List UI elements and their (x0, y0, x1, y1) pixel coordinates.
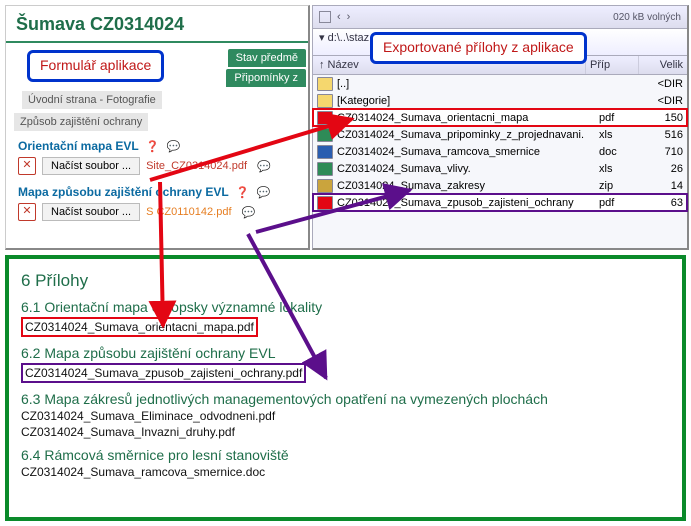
explorer-rows: [..] <DIR [Kategorie] <DIR CZ0314024_Sumava_… (313, 75, 687, 211)
doc-file-6-1: CZ0314024_Sumava_orientacni_mapa.pdf (21, 317, 670, 337)
doc-file-6-2: CZ0314024_Sumava_zpusob_zajisteni_ochran… (21, 363, 670, 383)
file-icon (317, 94, 333, 108)
file-icon (317, 128, 333, 142)
file-ext: doc (599, 146, 643, 158)
form-panel: Šumava CZ0314024 Stav předmě Připomínky … (5, 5, 310, 250)
file-name: CZ0314024_Sumava_ramcova_smernice (337, 146, 599, 158)
section-zpusob-zajisteni: Mapa způsobu zajištění ochrany EVL ❓ 💬 (18, 185, 308, 199)
file-ext: zip (599, 180, 643, 192)
section1-label: Orientační mapa EVL (18, 139, 139, 153)
remove-file-button[interactable]: ✕ (18, 203, 36, 221)
help-icon: ❓ (146, 141, 160, 153)
file-icon (317, 145, 333, 159)
file-size: <DIR (643, 95, 683, 107)
chat-icon: 💬 (257, 160, 271, 173)
tab-pripominky[interactable]: Připomínky z (226, 69, 306, 87)
file-name: CZ0314024_Sumava_zpusob_zajisteni_ochran… (337, 197, 599, 209)
doc-file-6-3a: CZ0314024_Sumava_Eliminace_odvodneni.pdf (21, 409, 670, 423)
file-size: 14 (643, 180, 683, 192)
callout-form: Formulář aplikace (27, 50, 164, 82)
chevron-left-icon[interactable]: ‹ (337, 11, 341, 23)
explorer-row[interactable]: CZ0314024_Sumava_ramcova_smernicedoc710 (313, 143, 687, 160)
section2-label: Mapa způsobu zajištění ochrany EVL (18, 185, 229, 199)
doc-sec-6-4: 6.4 Rámcová směrnice pro lesní stanovišt… (21, 447, 670, 463)
file-ext: xls (599, 163, 643, 175)
file-ext: xls (599, 129, 643, 141)
file-ext: pdf (599, 197, 643, 209)
file-name-1[interactable]: Site_CZ0314024.pdf (146, 160, 247, 172)
file-size: 26 (643, 163, 683, 175)
breadcrumb-2[interactable]: Způsob zajištění ochrany (14, 113, 148, 131)
explorer-row[interactable]: CZ0314024_Sumava_vlivy.xls26 (313, 160, 687, 177)
load-file-button[interactable]: Načíst soubor ... (42, 157, 140, 175)
doc-sec-6-3: 6.3 Mapa zákresů jednotlivých management… (21, 391, 670, 407)
file-name: CZ0314024_Sumava_vlivy. (337, 163, 599, 175)
doc-sec-6-1: 6.1 Orientační mapa evropsky významné lo… (21, 299, 670, 315)
chevron-right-icon[interactable]: › (347, 11, 351, 23)
explorer-toolbar: ‹ › 020 kB volných (313, 6, 687, 29)
doc-file-6-1-name: CZ0314024_Sumava_orientacni_mapa.pdf (21, 317, 258, 337)
explorer-row[interactable]: CZ0314024_Sumava_zakresyzip14 (313, 177, 687, 194)
file-name: [..] (337, 78, 599, 90)
chat-icon: 💬 (242, 206, 256, 219)
file-icon (317, 179, 333, 193)
file-icon (317, 111, 333, 125)
file-size: 516 (643, 129, 683, 141)
callout-export-attachments: Exportované přílohy z aplikace (370, 32, 587, 64)
section-orientacni-mapa: Orientační mapa EVL ❓ 💬 (18, 139, 308, 153)
explorer-row[interactable]: CZ0314024_Sumava_orientacni_mapapdf150 (313, 109, 687, 126)
explorer-row[interactable]: [..] <DIR (313, 75, 687, 92)
free-space-label: 020 kB volných (613, 12, 681, 23)
help-icon: ❓ (236, 187, 250, 199)
file-name: CZ0314024_Sumava_orientacni_mapa (337, 112, 599, 124)
file-ext: pdf (599, 112, 643, 124)
file-name-2[interactable]: S CZ0110142.pdf (146, 206, 231, 218)
remove-file-button[interactable]: ✕ (18, 157, 36, 175)
divider (6, 41, 308, 43)
chat-icon: 💬 (257, 187, 271, 199)
tab-stav[interactable]: Stav předmě (228, 49, 306, 67)
nav-back-icon[interactable] (319, 11, 331, 23)
document-panel: 6 Přílohy 6.1 Orientační mapa evropsky v… (5, 255, 686, 521)
file-row-2: ✕ Načíst soubor ... S CZ0110142.pdf 💬 (18, 203, 308, 221)
col-ext[interactable]: Příp (586, 56, 639, 74)
doc-file-6-2-name: CZ0314024_Sumava_zpusob_zajisteni_ochran… (21, 363, 306, 383)
file-icon (317, 162, 333, 176)
chat-icon: 💬 (167, 141, 181, 153)
file-size: 710 (643, 146, 683, 158)
doc-file-6-3b: CZ0314024_Sumava_Invazni_druhy.pdf (21, 425, 670, 439)
explorer-row[interactable]: [Kategorie] <DIR (313, 92, 687, 109)
breadcrumb-1[interactable]: Úvodní strana - Fotografie (22, 91, 162, 109)
explorer-row[interactable]: CZ0314024_Sumava_zpusob_zajisteni_ochran… (313, 194, 687, 211)
file-name: CZ0314024_Sumava_pripominky_z_projednava… (337, 129, 599, 141)
file-name: CZ0314024_Sumava_zakresy (337, 180, 599, 192)
explorer-row[interactable]: CZ0314024_Sumava_pripominky_z_projednava… (313, 126, 687, 143)
page-title: Šumava CZ0314024 (16, 14, 308, 35)
file-size: <DIR (643, 78, 683, 90)
doc-sec-6-2: 6.2 Mapa způsobu zajištění ochrany EVL (21, 345, 670, 361)
file-row-1: ✕ Načíst soubor ... Site_CZ0314024.pdf 💬 (18, 157, 308, 175)
doc-file-6-4: CZ0314024_Sumava_ramcova_smernice.doc (21, 465, 670, 479)
file-icon (317, 77, 333, 91)
file-size: 63 (643, 197, 683, 209)
file-size: 150 (643, 112, 683, 124)
file-name: [Kategorie] (337, 95, 599, 107)
doc-heading: 6 Přílohy (21, 271, 670, 291)
file-icon (317, 196, 333, 210)
load-file-button[interactable]: Načíst soubor ... (42, 203, 140, 221)
col-size[interactable]: Velik (639, 56, 687, 74)
